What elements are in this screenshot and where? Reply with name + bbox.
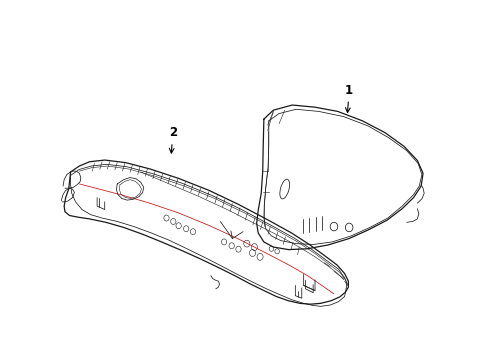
Text: 1: 1 [345, 84, 352, 113]
Text: 2: 2 [168, 126, 177, 153]
